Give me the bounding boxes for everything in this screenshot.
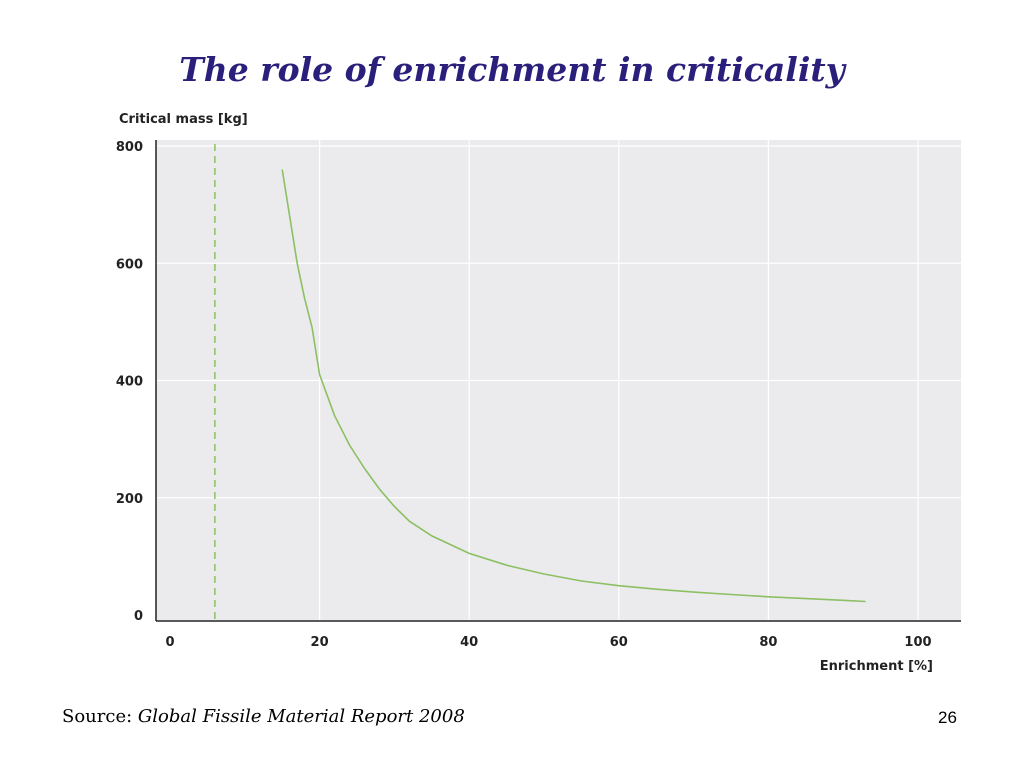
source-prefix: Source: xyxy=(62,706,133,727)
y-tick-label: 400 xyxy=(116,375,143,390)
y-tick-label: 800 xyxy=(116,140,143,155)
page-number: 26 xyxy=(938,708,957,727)
y-tick-labels: 0 200 400 600 800 xyxy=(116,140,143,624)
y-axis-label: Critical mass [kg] xyxy=(119,112,248,127)
critical-mass-chart: 0 20 40 60 80 100 0 200 400 600 800 Critical mass… xyxy=(116,112,961,674)
series-line xyxy=(281,169,866,603)
x-tick-label: 100 xyxy=(904,635,931,650)
x-tick-label: 40 xyxy=(460,635,478,650)
x-tick-labels: 0 20 40 60 80 100 xyxy=(165,635,931,650)
grid-lines xyxy=(156,140,961,621)
x-tick-label: 20 xyxy=(311,635,329,650)
slide-title: The role of enrichment in criticality xyxy=(179,50,845,89)
y-tick-label: 600 xyxy=(116,257,143,272)
x-axis-label: Enrichment [%] xyxy=(820,659,933,674)
x-tick-label: 60 xyxy=(610,635,628,650)
source-title: Global Fissile Material Report 2008 xyxy=(137,706,465,727)
source-citation: Source: Global Fissile Material Report 2… xyxy=(62,706,465,727)
y-tick-label: 0 xyxy=(134,609,143,624)
x-tick-label: 0 xyxy=(165,635,174,650)
y-tick-label: 200 xyxy=(116,492,143,507)
x-tick-label: 80 xyxy=(759,635,777,650)
